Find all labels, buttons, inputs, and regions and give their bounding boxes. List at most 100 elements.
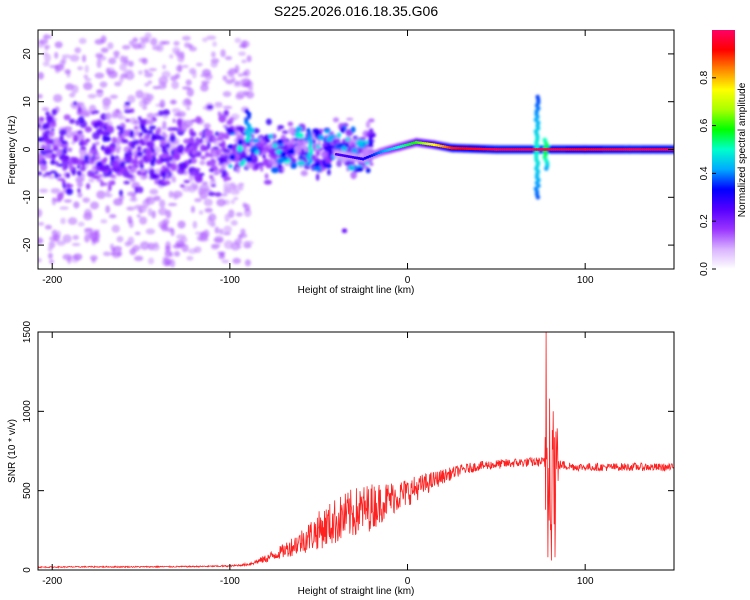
heatmap-cell xyxy=(63,114,71,121)
heatmap-cell xyxy=(95,141,100,146)
colorbar-label: Normalized spectral amplitude xyxy=(737,82,748,217)
heatmap-cell xyxy=(134,186,139,194)
heatmap-cell xyxy=(223,185,228,195)
heatmap-cell xyxy=(63,126,73,131)
heatmap-cell xyxy=(188,46,197,52)
heatmap-cell xyxy=(127,236,135,245)
heatmap-cell xyxy=(225,79,234,85)
heatmap-cell xyxy=(200,155,206,160)
heatmap-cell xyxy=(203,123,211,129)
heatmap-cell xyxy=(169,259,176,268)
heatmap-cell xyxy=(237,138,244,146)
heatmap-cell xyxy=(190,205,196,214)
heatmap-cell xyxy=(268,134,273,139)
heatmap-cell xyxy=(342,228,348,233)
heatmap-cell xyxy=(222,105,233,109)
heatmap-cell xyxy=(251,127,260,134)
heatmap-cell xyxy=(152,152,158,156)
heatmap-cell xyxy=(42,61,50,67)
heatmap-cell xyxy=(90,159,95,164)
heatmap-cell xyxy=(59,134,64,142)
heatmap-cell xyxy=(104,147,112,156)
heatmap-cell xyxy=(75,119,80,126)
heatmap-cell xyxy=(139,216,148,225)
heatmap-cell xyxy=(142,105,148,110)
heatmap-cell xyxy=(315,173,320,181)
heatmap-cell xyxy=(195,62,203,67)
heatmap-cell xyxy=(368,118,375,123)
heatmap-cell xyxy=(214,226,220,234)
heatmap-cell xyxy=(47,252,53,260)
heatmap-cell xyxy=(53,233,60,242)
heatmap-cell xyxy=(145,136,150,141)
heatmap-cell xyxy=(227,144,234,149)
heatmap-cell xyxy=(229,154,236,161)
heatmap-cell xyxy=(147,80,153,85)
heatmap-cell xyxy=(84,78,92,82)
heatmap-cell xyxy=(134,231,141,236)
heatmap-cell xyxy=(206,129,214,136)
y-tick-label: 20 xyxy=(22,48,33,60)
heatmap-cell xyxy=(172,154,179,160)
heatmap-cell xyxy=(136,145,142,152)
heatmap-cell xyxy=(111,224,120,233)
heatmap-cell xyxy=(38,153,44,161)
heatmap-cell xyxy=(84,139,89,143)
heatmap-cell xyxy=(139,36,150,42)
heatmap-cell xyxy=(315,144,321,149)
heatmap-cell xyxy=(143,129,149,134)
heatmap-cell xyxy=(50,160,56,165)
heatmap-cell xyxy=(345,137,350,142)
heatmap-cell xyxy=(337,157,342,166)
heatmap-cell xyxy=(83,74,89,79)
colorbar-tick-label: 0.6 xyxy=(699,118,710,132)
heatmap-cell xyxy=(49,259,55,264)
heatmap-cell xyxy=(57,192,64,201)
heatmap-cell xyxy=(277,138,284,145)
x-tick-label: 100 xyxy=(577,576,594,587)
heatmap-cell xyxy=(265,118,272,126)
heatmap-cell xyxy=(317,134,325,141)
heatmap-cell xyxy=(78,116,85,123)
heatmap-y-label: Frequency (Hz) xyxy=(7,116,18,185)
heatmap-cell xyxy=(61,179,66,186)
heatmap-cell xyxy=(203,198,213,207)
heatmap-cell xyxy=(236,165,241,174)
heatmap-cell xyxy=(159,139,166,145)
heatmap-cell xyxy=(206,104,214,110)
heatmap-cell xyxy=(238,184,244,191)
heatmap-cell xyxy=(43,160,47,166)
heatmap-cell xyxy=(234,64,240,74)
heatmap-cell xyxy=(151,243,160,251)
heatmap-cell xyxy=(62,253,73,261)
heatmap-cell xyxy=(112,245,122,252)
heatmap-cell xyxy=(43,33,49,42)
heatmap-cell xyxy=(173,194,179,200)
heatmap-cell xyxy=(57,163,64,167)
heatmap-cell xyxy=(73,201,80,209)
heatmap-cell xyxy=(350,171,357,180)
heatmap-cell xyxy=(156,43,164,53)
heatmap-cell xyxy=(337,142,344,147)
heatmap-cell xyxy=(533,186,539,191)
heatmap-cell xyxy=(56,240,66,246)
heatmap-cell xyxy=(198,131,204,137)
heatmap-cell xyxy=(169,99,178,105)
heatmap-cell xyxy=(238,51,246,56)
heatmap-cell xyxy=(150,37,158,46)
y-tick-label: 1500 xyxy=(22,320,33,343)
heatmap-cell xyxy=(155,159,162,165)
heatmap-cell xyxy=(241,83,251,88)
heatmap-cell xyxy=(211,153,217,157)
heatmap-cell xyxy=(209,180,217,185)
heatmap-cell xyxy=(188,158,192,165)
heatmap-cell xyxy=(124,109,132,114)
heatmap-cell xyxy=(123,180,131,185)
heatmap-cell xyxy=(240,129,244,135)
heatmap-cell xyxy=(298,155,304,160)
heatmap-cell xyxy=(61,54,72,59)
heatmap-cell xyxy=(72,234,79,240)
heatmap-cell xyxy=(151,210,156,219)
heatmap-cell xyxy=(260,151,266,155)
